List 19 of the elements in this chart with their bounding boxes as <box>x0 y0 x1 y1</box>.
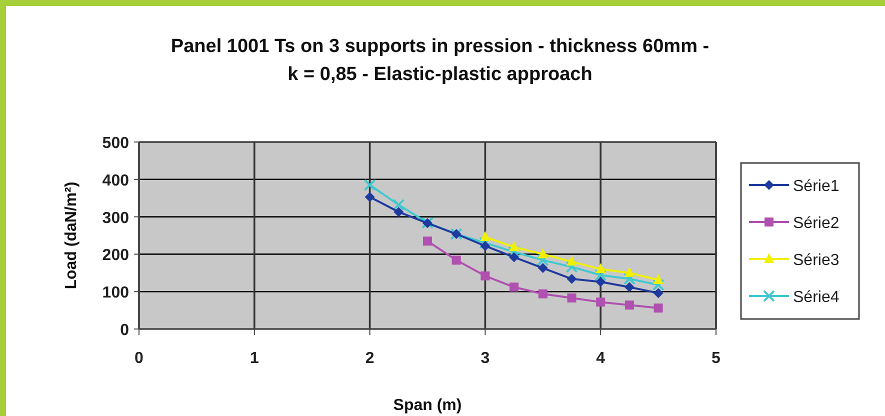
y-tick-label: 400 <box>102 172 130 190</box>
y-tick-label: 500 <box>102 135 130 152</box>
chart-title: Panel 1001 Ts on 3 supports in pression - thickness 60mm - k = 0,85 - Elastic-plastic approach <box>170 36 710 85</box>
x-axis-title: Span (m) <box>393 397 462 414</box>
y-tick-label: 300 <box>102 210 130 227</box>
y-axis-title: Load (daN/m²) <box>63 182 80 290</box>
x-tick-label: 0 <box>134 350 144 367</box>
y-tick-label: 0 <box>120 322 130 339</box>
legend-label: Série4 <box>793 289 840 306</box>
y-tick-label: 200 <box>102 247 130 264</box>
x-tick-label: 2 <box>365 350 374 367</box>
x-tick-label: 3 <box>480 350 490 367</box>
x-tick-label: 5 <box>712 350 721 367</box>
x-tick-label: 4 <box>596 350 606 367</box>
legend-label: Série3 <box>793 252 840 269</box>
x-tick-label: 1 <box>250 350 259 367</box>
y-tick-label: 100 <box>102 284 130 302</box>
legend-label: Série1 <box>793 178 840 195</box>
legend-label: Série2 <box>793 215 840 232</box>
